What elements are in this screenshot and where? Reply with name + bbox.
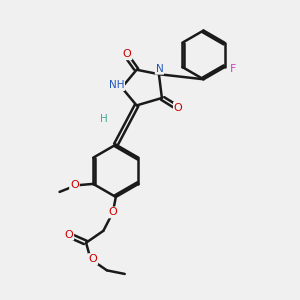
Text: O: O — [123, 49, 131, 59]
Text: O: O — [88, 254, 97, 264]
Text: O: O — [70, 180, 79, 190]
Text: F: F — [230, 64, 236, 74]
Text: H: H — [100, 114, 108, 124]
Text: O: O — [64, 230, 73, 240]
Text: O: O — [174, 103, 183, 113]
Text: N: N — [156, 64, 164, 74]
Text: O: O — [109, 207, 117, 218]
Text: NH: NH — [109, 80, 124, 90]
